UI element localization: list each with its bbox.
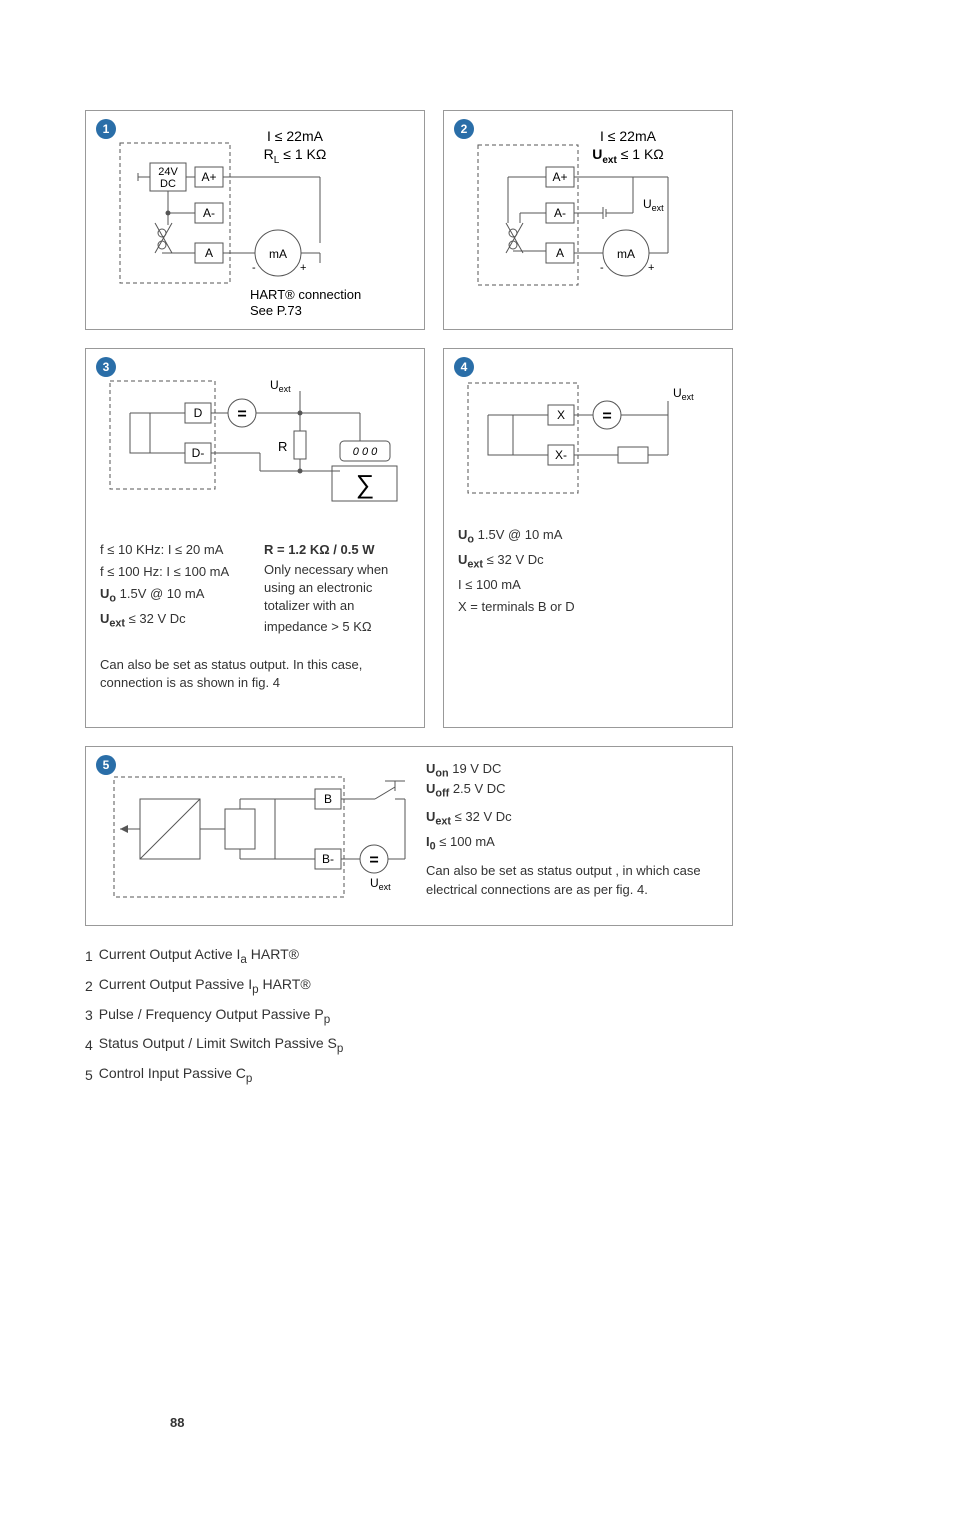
- diagram-4: X X- = Uext: [458, 361, 718, 521]
- spec: f ≤ 10 KHz: I ≤ 20 mA: [100, 539, 250, 561]
- svg-text:See P.73: See P.73: [250, 303, 302, 318]
- svg-text:X-: X-: [555, 448, 567, 462]
- svg-text:R: R: [278, 439, 287, 454]
- spec: I ≤ 100 mA: [458, 574, 718, 596]
- badge-5: 5: [96, 755, 116, 775]
- badge-4: 4: [454, 357, 474, 377]
- svg-text:0 0 0: 0 0 0: [353, 446, 378, 458]
- legend-item: 4Status Output / Limit Switch Passive Sp: [85, 1035, 869, 1055]
- note: Can also be set as status output , in wh…: [426, 862, 718, 898]
- page-number: 88: [170, 1415, 184, 1430]
- svg-text:B: B: [324, 792, 332, 806]
- svg-text:X: X: [557, 408, 565, 422]
- svg-text:=: =: [369, 852, 378, 869]
- legend-item: 1Current Output Active Ia HART®: [85, 946, 869, 966]
- svg-text:=: =: [602, 408, 611, 425]
- panel-5: 5 B B-: [85, 746, 733, 926]
- spec: Uon 19 V DC: [426, 761, 718, 781]
- svg-text:Uext: Uext: [270, 378, 291, 394]
- svg-text:A+: A+: [201, 170, 216, 184]
- spec: Uext ≤ 32 V Dc: [426, 806, 718, 831]
- svg-text:mA: mA: [269, 247, 287, 261]
- svg-text:A+: A+: [552, 170, 567, 184]
- spec: X = terminals B or D: [458, 596, 718, 618]
- diagram-3: D D- = Uext R 0 0 0: [100, 361, 410, 536]
- legend-item: 5Control Input Passive Cp: [85, 1065, 869, 1085]
- legend: 1Current Output Active Ia HART® 2Current…: [85, 946, 869, 1085]
- svg-text:D-: D-: [192, 446, 205, 460]
- svg-text:A-: A-: [554, 206, 566, 220]
- spec: I0 ≤ 100 mA: [426, 831, 718, 856]
- svg-text:∑: ∑: [356, 469, 375, 499]
- svg-text:B-: B-: [322, 852, 334, 866]
- svg-text:A: A: [556, 246, 564, 260]
- badge-1: 1: [96, 119, 116, 139]
- svg-text:DC: DC: [160, 178, 176, 190]
- spec: Uext ≤ 32 V Dc: [458, 549, 718, 574]
- svg-text:D: D: [194, 406, 203, 420]
- svg-text:24V: 24V: [158, 166, 178, 178]
- svg-text:=: =: [237, 406, 246, 423]
- svg-text:I ≤ 22mA: I ≤ 22mA: [267, 128, 324, 144]
- svg-text:-: -: [600, 262, 604, 274]
- spec: R = 1.2 KΩ / 0.5 W: [264, 539, 409, 561]
- svg-text:mA: mA: [617, 247, 635, 261]
- spec: f ≤ 100 Hz: I ≤ 100 mA: [100, 561, 250, 583]
- badge-2: 2: [454, 119, 474, 139]
- svg-text:Uext: Uext: [370, 876, 391, 892]
- panel-1: 1 24V DC A+ A- A: [85, 110, 425, 330]
- legend-item: 2Current Output Passive Ip HART®: [85, 976, 869, 996]
- svg-text:Uext: Uext: [673, 386, 694, 402]
- panel-3: 3 D D- = Uext R: [85, 348, 425, 728]
- spec: Uo 1.5V @ 10 mA: [458, 524, 718, 549]
- diagram-5: B B- = Uext: [100, 759, 410, 914]
- diagram-1: 24V DC A+ A- A: [100, 123, 410, 318]
- spec: impedance > 5 KΩ: [264, 616, 409, 638]
- svg-text:Uext ≤ 1 KΩ: Uext ≤ 1 KΩ: [592, 146, 664, 166]
- note: Can also be set as status output. In thi…: [100, 656, 410, 692]
- svg-text:A-: A-: [203, 206, 215, 220]
- spec: Uo 1.5V @ 10 mA: [100, 583, 250, 608]
- svg-text:A: A: [205, 246, 213, 260]
- diagram-2: A+ A- A Uext mA - +: [458, 123, 718, 318]
- svg-text:+: +: [648, 262, 654, 274]
- legend-item: 3Pulse / Frequency Output Passive Pp: [85, 1006, 869, 1026]
- spec: Only necessary when using an electronic …: [264, 561, 409, 616]
- svg-text:-: -: [252, 262, 256, 274]
- svg-text:RL ≤ 1 KΩ: RL ≤ 1 KΩ: [264, 146, 327, 166]
- panel-4: 4 X X- = Uext Uo 1.5V @ 10 mA Uext ≤: [443, 348, 733, 728]
- spec: Uoff 2.5 V DC: [426, 781, 718, 801]
- badge-3: 3: [96, 357, 116, 377]
- svg-text:+: +: [300, 262, 306, 274]
- svg-text:HART® connection: HART® connection: [250, 287, 361, 302]
- svg-text:Uext: Uext: [643, 197, 664, 213]
- panel-2: 2 A+ A- A: [443, 110, 733, 330]
- svg-text:I ≤ 22mA: I ≤ 22mA: [600, 128, 657, 144]
- spec: Uext ≤ 32 V Dc: [100, 608, 250, 633]
